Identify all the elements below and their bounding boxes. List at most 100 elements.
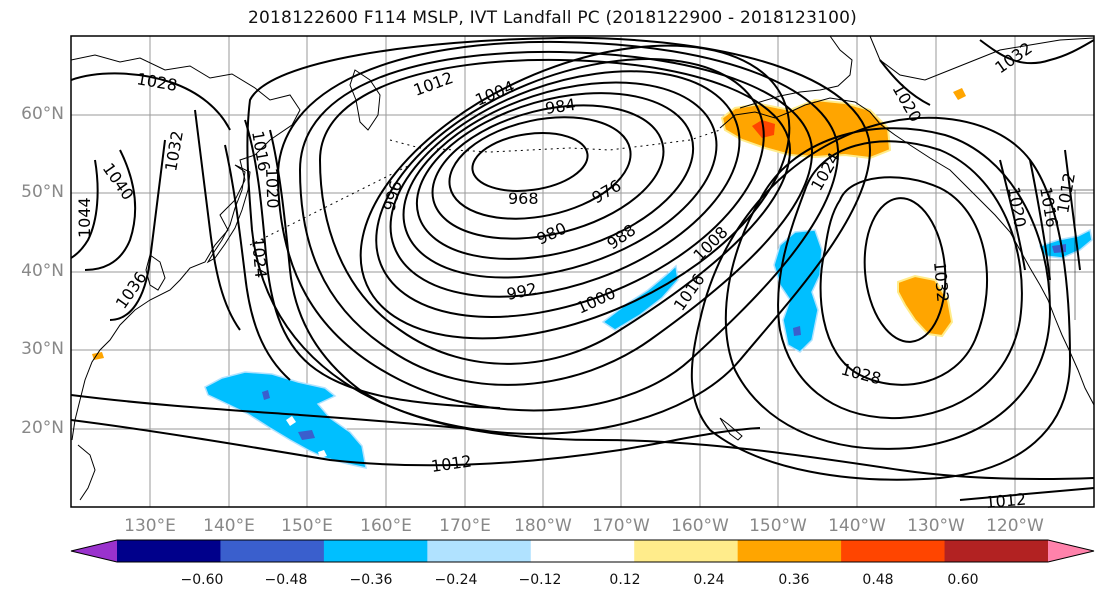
contour-988 [402, 81, 718, 279]
colorbar-extend-low [71, 540, 117, 562]
contour-1016-east [690, 116, 1072, 481]
colorbar [70, 539, 1095, 563]
lon-label: 140°W [828, 516, 886, 536]
contour-label: 980 [534, 218, 570, 248]
contour-1016 [246, 36, 872, 435]
contour-label: 1020 [889, 81, 926, 126]
ivt-positive-spot1 [953, 88, 966, 100]
colorbar-swatch [737, 540, 842, 562]
contour-label: 1032 [161, 129, 187, 172]
contour-1032-ne [979, 39, 1094, 65]
coast-nw-alaska [739, 36, 853, 109]
lat-label: 30°N [21, 339, 64, 359]
coast-alaska [719, 97, 1094, 406]
lat-label: 60°N [21, 104, 64, 124]
contour-1016-south [71, 394, 481, 431]
contour-1024-high [777, 140, 1023, 420]
colorbar-outline [70, 539, 1095, 563]
ivt-negative-west-hole [286, 416, 296, 426]
contour-1012-se [959, 487, 1094, 501]
coast-japan [206, 164, 251, 264]
map-frame [70, 35, 1095, 508]
contour-label: 992 [505, 279, 539, 304]
colorbar-tick-label: 0.24 [693, 572, 725, 588]
contour-1036-west [109, 139, 166, 321]
lon-label: 140°E [203, 516, 255, 536]
colorbar-tick-label: −0.24 [434, 572, 478, 588]
colorbar-tick-label: 0.36 [778, 572, 810, 588]
contour-label: 984 [544, 95, 577, 118]
contour-1008 [298, 50, 814, 386]
colorbar-tick-label: −0.12 [518, 572, 562, 588]
contour-1000 [359, 44, 791, 340]
contour-1020-ne [999, 159, 1026, 271]
contour-label: 1028 [839, 360, 883, 389]
colorbar-swatch [634, 540, 739, 562]
colorbar-swatch [841, 540, 946, 562]
contour-1028-nw [71, 72, 231, 131]
colorbar-swatch [220, 540, 325, 562]
lat-label: 50°N [21, 182, 64, 202]
contour-label: 1028 [135, 69, 178, 95]
contour-996 [375, 58, 765, 318]
contour-label: 1012 [430, 451, 473, 475]
ivt-negative-west-core2 [298, 430, 315, 440]
colorbar-swatch [323, 540, 428, 562]
mslp-contours [71, 36, 1094, 501]
colorbar-extend-high [1048, 540, 1094, 562]
ivt-positive-california [897, 274, 954, 338]
ivt-negative-west-pacific [204, 371, 367, 469]
contour-1032-high [863, 197, 947, 343]
contour-1032-west [194, 109, 241, 331]
contour-label: 1016 [248, 129, 274, 172]
contour-992 [389, 70, 741, 298]
contour-label: 1032 [991, 38, 1035, 77]
coast-philippines [77, 444, 96, 501]
lon-label: 170°E [439, 516, 491, 536]
contour-968 [471, 132, 589, 192]
lon-label: 180°W [514, 516, 572, 536]
lon-label: 130°E [124, 516, 176, 536]
ivt-negative-west-hole2 [318, 450, 327, 458]
lat-label: 40°N [21, 261, 64, 281]
colorbar-tick-label: 0.48 [862, 572, 894, 588]
colorbar-swatch [944, 540, 1049, 562]
lon-label: 130°W [907, 516, 965, 536]
contour-1028-west [224, 144, 291, 381]
contour-1020-west [269, 129, 1094, 481]
contour-1004 [318, 58, 792, 365]
colorbar-swatch [117, 540, 221, 562]
contour-1020-high [724, 127, 1052, 450]
contour-1040-west [84, 149, 137, 271]
contour-1020-ne2 [879, 59, 931, 106]
contour-label: 1044 [75, 197, 94, 238]
contour-980 [431, 104, 665, 240]
contour-976 [448, 116, 632, 220]
contour-1016-ne [1029, 159, 1051, 281]
coast-canada-inner [869, 36, 1094, 81]
map-title: 2018122600 F114 MSLP, IVT Landfall PC (2… [248, 8, 857, 28]
contour-label: 1012 [411, 68, 456, 100]
contour-label: 1000 [574, 283, 619, 317]
colorbar-tick-label: 0.12 [609, 572, 641, 588]
contour-1024-west [244, 119, 501, 409]
contour-label: 1032 [930, 261, 952, 303]
contour-1012 [276, 40, 840, 412]
contour-label: 1020 [262, 167, 282, 208]
colorbar-tick-label: −0.36 [349, 572, 393, 588]
contour-labels: 1028 1012 1004 984 1016 1020 1032 1040 1… [75, 38, 1079, 512]
contour-label: 968 [508, 189, 539, 208]
contour-1012-east [1064, 149, 1081, 271]
lon-label: 170°W [592, 516, 650, 536]
contour-1044-west [71, 159, 99, 259]
contour-label: 1008 [689, 223, 731, 265]
contour-label: 996 [380, 179, 406, 213]
colorbar-tick-label: −0.60 [180, 572, 224, 588]
coast-aleutians [389, 129, 721, 153]
lat-label: 20°N [21, 418, 64, 438]
contour-984 [415, 92, 695, 260]
contour-label: 1012 [985, 490, 1027, 512]
border-states [1030, 190, 1094, 320]
lon-label: 160°W [671, 516, 729, 536]
